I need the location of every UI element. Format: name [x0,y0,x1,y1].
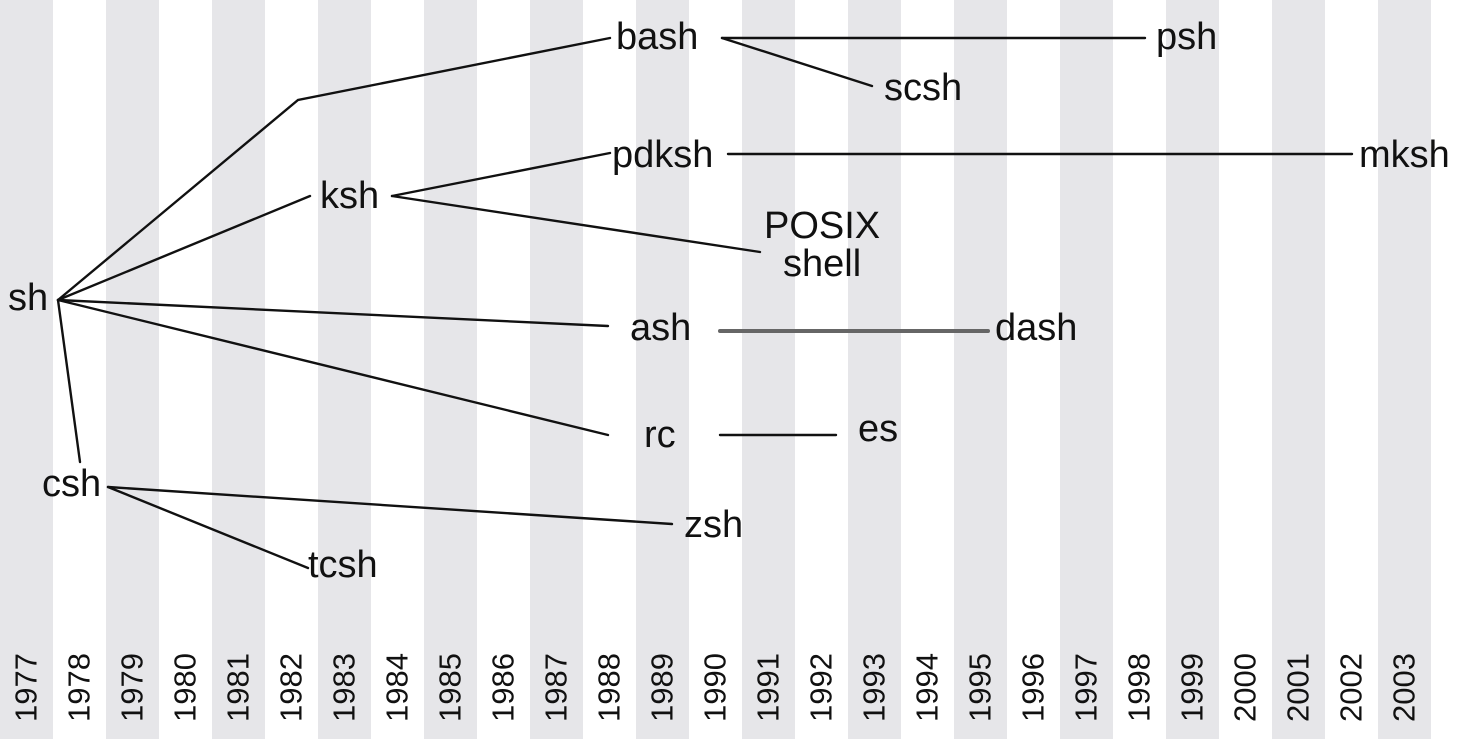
year-label-1978: 1978 [62,653,97,722]
year-label-1998: 1998 [1122,653,1157,722]
year-label-1989: 1989 [645,653,680,722]
shell-node-tcsh: tcsh [308,544,378,586]
edge-sh-to-ash [56,298,610,328]
shell-node-posix: POSIX [764,205,880,247]
year-stripes [0,0,1431,739]
year-label-2001: 2001 [1281,653,1316,722]
year-stripe-1997 [1060,0,1113,739]
year-stripe-2003 [1378,0,1431,739]
year-label-1993: 1993 [857,653,892,722]
year-label-1996: 1996 [1016,653,1051,722]
year-label-1999: 1999 [1175,653,1210,722]
year-label-1997: 1997 [1069,653,1104,722]
year-label-1985: 1985 [433,653,468,722]
shell-node-dash: dash [995,307,1077,349]
shell-nodes: sh csh tcsh ksh bash psh scsh pdksh mksh POSIXshe… [8,16,1450,586]
year-stripe-1993 [848,0,901,739]
year-label-1994: 1994 [910,653,945,722]
year-label-1991: 1991 [751,653,786,722]
year-label-1977: 1977 [9,653,44,722]
shell-node-bash: bash [616,16,698,58]
edge-ksh-to-posix [390,194,762,254]
year-label-2000: 2000 [1228,653,1263,722]
year-stripe-1977 [0,0,53,739]
year-stripe-1991 [742,0,795,739]
shell-node-rc: rc [644,414,676,456]
edge-sh-to-ksh [56,194,312,302]
year-label-1986: 1986 [486,653,521,722]
shell-node-scsh: scsh [884,67,962,109]
year-label-1981: 1981 [221,653,256,722]
shell-node-zsh: zsh [684,504,743,546]
year-stripe-1979 [106,0,159,739]
year-stripe-1999 [1166,0,1219,739]
shell-node-sh: sh [8,277,48,319]
year-axis: 1977 1978 1979 1980 1981 1982 1983 1984 1985 1986… [9,653,1422,722]
shell-node-posix-line2: shell [783,243,861,285]
shell-node-pdksh: pdksh [612,134,713,176]
year-stripe-1981 [212,0,265,739]
year-label-1982: 1982 [274,653,309,722]
edge-sh-to-csh [56,298,82,464]
year-stripe-1985 [424,0,477,739]
shell-node-csh: csh [42,463,101,505]
lineage-edges [56,36,1354,570]
year-label-1987: 1987 [539,653,574,722]
edge-csh-to-tcsh [106,485,310,570]
year-label-1984: 1984 [380,653,415,722]
shell-node-psh: psh [1156,16,1217,58]
shell-node-es: es [858,408,898,450]
year-label-1980: 1980 [168,653,203,722]
shell-node-mksh: mksh [1359,134,1450,176]
edge-bash-to-scsh [720,36,874,88]
year-stripe-2001 [1272,0,1325,739]
year-label-1995: 1995 [963,653,998,722]
year-stripe-1989 [636,0,689,739]
year-label-1992: 1992 [804,653,839,722]
year-label-1979: 1979 [115,653,150,722]
year-label-1990: 1990 [698,653,733,722]
year-label-2002: 2002 [1334,653,1369,722]
year-label-1988: 1988 [592,653,627,722]
shell-node-ash: ash [630,307,691,349]
year-stripe-1987 [530,0,583,739]
shell-node-ksh: ksh [320,175,379,217]
year-label-2003: 2003 [1387,653,1422,722]
edge-sh-to-bash [56,36,612,302]
year-label-1983: 1983 [327,653,362,722]
edge-ksh-to-pdksh [390,151,612,198]
year-stripe-1995 [954,0,1007,739]
edge-sh-to-rc [56,298,610,437]
edge-csh-to-zsh [106,485,674,526]
